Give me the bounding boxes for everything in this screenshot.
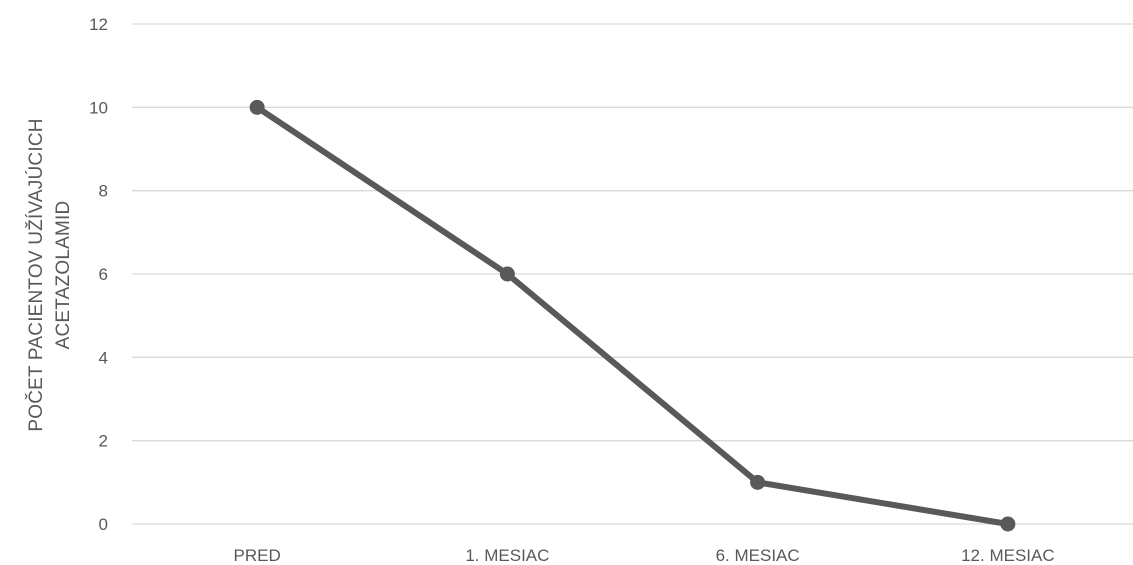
y-axis-ticks: 0 2 4 6 8 10 12 <box>89 15 108 534</box>
y-tick-label: 0 <box>99 515 108 534</box>
y-tick-label: 6 <box>99 265 108 284</box>
y-tick-label: 10 <box>89 98 108 117</box>
y-axis-title-line-2: ACETAZOLAMID <box>53 201 74 350</box>
y-tick-label: 12 <box>89 15 108 34</box>
y-tick-label: 8 <box>99 182 108 201</box>
data-point <box>750 474 766 490</box>
data-point <box>499 266 515 282</box>
y-tick-label: 4 <box>99 348 108 367</box>
series-line <box>254 104 1011 527</box>
x-tick-label: 6. MESIAC <box>716 546 800 565</box>
y-axis-title: POČET PACIENTOV UŽÍVAJÚCICH ACETAZOLAMID <box>25 118 74 431</box>
y-tick-label: 2 <box>99 432 108 451</box>
data-point <box>1000 516 1016 532</box>
y-axis-title-line-1: POČET PACIENTOV UŽÍVAJÚCICH <box>25 118 47 431</box>
x-tick-label: 1. MESIAC <box>465 546 549 565</box>
gridlines <box>132 23 1133 525</box>
data-point <box>249 99 265 115</box>
x-axis-ticks: PRED 1. MESIAC 6. MESIAC 12. MESIAC <box>234 546 1055 565</box>
x-tick-label: 12. MESIAC <box>961 546 1055 565</box>
series <box>249 99 1016 532</box>
x-tick-label: PRED <box>234 546 281 565</box>
